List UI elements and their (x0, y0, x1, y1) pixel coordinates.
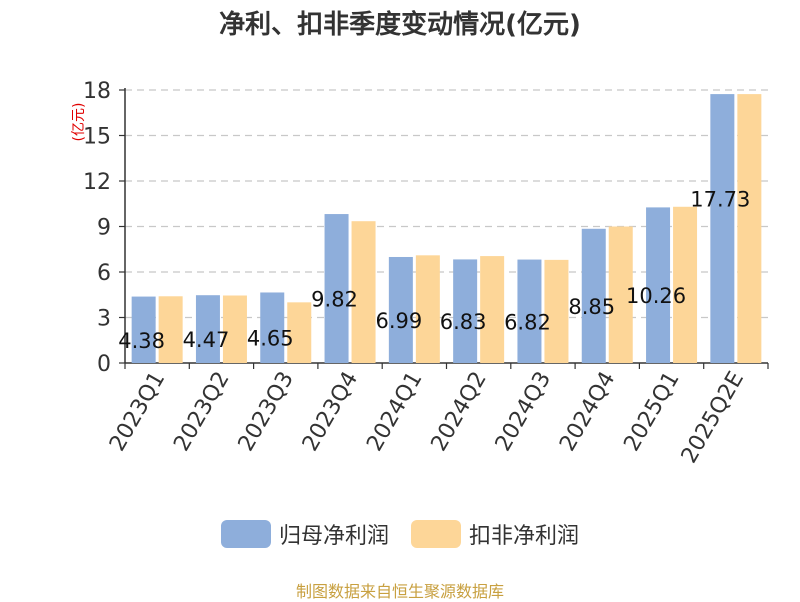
source-note: 制图数据来自恒生聚源数据库 (295, 582, 504, 601)
bar-series-2 (415, 255, 440, 363)
legend: 归母净利润 扣非净利润 (0, 518, 800, 550)
bar-series-1 (710, 94, 735, 363)
x-tick-label: 2025Q1 (619, 368, 684, 456)
bar-series-2 (737, 94, 762, 363)
bar-series-2 (480, 256, 505, 363)
bar-series-2 (287, 302, 312, 363)
bar-series-2 (673, 206, 698, 363)
data-label: 4.47 (183, 328, 230, 352)
data-label: 8.85 (568, 295, 615, 319)
y-tick-label: 15 (83, 125, 111, 150)
legend-label-series-1: 归母净利润 (278, 524, 389, 549)
bar-series-1 (646, 207, 671, 363)
y-tick-label: 18 (83, 79, 111, 104)
bar-series-1 (517, 259, 542, 363)
y-tick-label: 9 (97, 216, 111, 241)
x-tick-label: 2024Q4 (555, 368, 620, 456)
x-tick-label: 2023Q2 (169, 368, 234, 456)
chart-title: 净利、扣非季度变动情况(亿元) (219, 10, 581, 40)
x-tick-label: 2024Q3 (491, 368, 556, 456)
legend-swatch-series-1 (220, 520, 271, 548)
data-label: 6.99 (375, 309, 422, 333)
bar-series-1 (131, 296, 156, 363)
legend-label-series-2: 扣非净利润 (469, 524, 580, 549)
bar-series-2 (351, 221, 376, 363)
x-tick-label: 2025Q2E (677, 368, 749, 468)
data-label: 9.82 (311, 288, 358, 312)
x-tick-label: 2023Q4 (298, 368, 363, 456)
bar-series-1 (453, 259, 478, 363)
legend-swatch-series-2 (411, 520, 461, 548)
data-label: 6.83 (440, 310, 487, 334)
bar-series-1 (195, 295, 220, 363)
y-tick-label: 6 (97, 261, 111, 286)
bar-series-2 (158, 296, 183, 363)
y-tick-label: 12 (83, 170, 111, 195)
bar-series-2 (544, 259, 569, 363)
y-tick-label: 3 (97, 307, 111, 332)
bar-series-1 (324, 214, 349, 363)
x-tick-label: 2024Q2 (427, 368, 492, 456)
bar-series-2 (222, 295, 247, 363)
y-tick-label: 0 (97, 352, 111, 377)
bar-series-2 (608, 226, 633, 363)
legend-item-series-1[interactable]: 归母净利润 (220, 518, 389, 550)
x-tick-label: 2023Q3 (234, 368, 299, 456)
data-label: 10.26 (626, 284, 686, 308)
bar-series-1 (581, 228, 606, 363)
x-tick-label: 2024Q1 (362, 368, 427, 456)
data-label: 6.82 (504, 310, 551, 334)
x-tick-label: 2023Q1 (105, 368, 170, 456)
legend-item-series-2[interactable]: 扣非净利润 (411, 518, 579, 550)
data-label: 17.73 (690, 188, 750, 212)
bar-series-1 (388, 256, 413, 363)
data-label: 4.65 (247, 327, 294, 351)
bar-series-1 (260, 292, 285, 363)
data-label: 4.38 (118, 329, 165, 353)
